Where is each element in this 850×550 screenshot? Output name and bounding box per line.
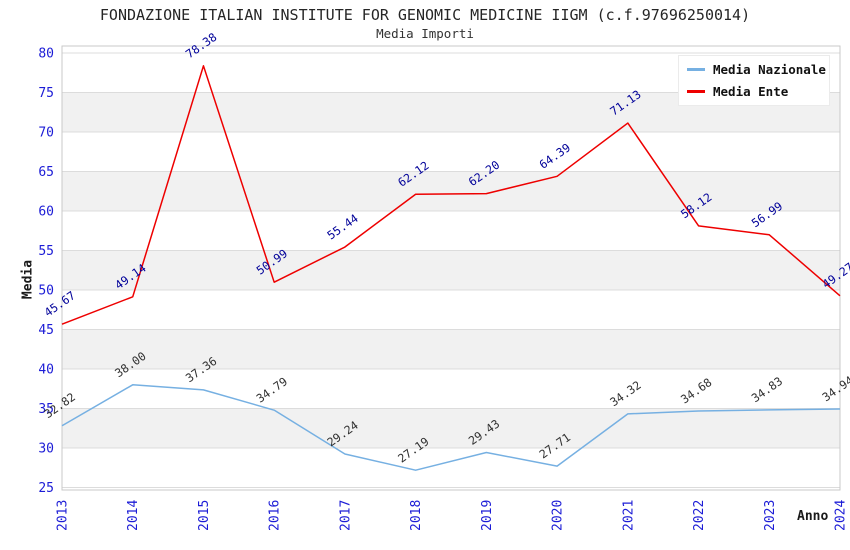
x-axis-label: Anno: [797, 509, 829, 524]
series-line-media-ente: [61, 65, 841, 325]
legend-item-media-nazionale: Media Nazionale: [687, 61, 826, 78]
series-line-media-nazionale: [61, 384, 841, 471]
y-axis-label: Media: [20, 259, 36, 300]
point-label: 34.83: [749, 374, 785, 405]
y-tick-label: 55: [38, 244, 54, 259]
legend: Media Nazionale Media Ente: [678, 55, 830, 106]
x-tick-label: 2015: [197, 500, 212, 531]
chart-subtitle: Media Importi: [376, 26, 474, 41]
x-tick-label: 2017: [338, 500, 353, 531]
x-tick-label: 2024: [834, 500, 849, 531]
y-tick-label: 35: [38, 402, 54, 417]
x-tick-label: 2023: [763, 500, 778, 531]
y-tick-label: 60: [38, 205, 54, 220]
x-tick-label: 2020: [551, 500, 566, 531]
y-tick-label: 45: [38, 323, 54, 338]
x-tick-label: 2016: [268, 500, 283, 531]
point-label: 34.68: [678, 375, 714, 406]
legend-item-media-ente: Media Ente: [687, 83, 821, 100]
legend-label-media-ente: Media Ente: [713, 84, 789, 99]
point-label: 34.79: [254, 374, 290, 405]
y-tick-label: 65: [38, 165, 54, 180]
y-tick-label: 80: [38, 47, 54, 62]
plot-band: [62, 408, 840, 448]
x-tick-label: 2018: [409, 500, 424, 531]
plot-border: [61, 45, 841, 491]
y-tick-label: 70: [38, 126, 54, 141]
x-tick-label: 2014: [126, 500, 141, 531]
y-tick-label: 40: [38, 363, 54, 378]
y-tick-label: 30: [38, 442, 54, 457]
y-tick-label: 25: [38, 481, 54, 496]
y-tick-label: 75: [38, 86, 54, 101]
x-tick-label: 2013: [56, 500, 71, 531]
point-label: 34.32: [607, 378, 643, 409]
x-tick-label: 2022: [692, 500, 707, 531]
plot-band: [62, 329, 840, 369]
point-label: 64.39: [537, 140, 573, 171]
chart-title: FONDAZIONE ITALIAN INSTITUTE FOR GENOMIC…: [99, 6, 751, 24]
x-tick-label: 2021: [621, 500, 636, 531]
legend-line-swatch-blue: [687, 68, 705, 71]
point-label: 34.94: [820, 373, 850, 404]
plot-band: [62, 250, 840, 290]
x-tick-label: 2019: [480, 500, 495, 531]
legend-line-swatch-red: [687, 90, 705, 93]
legend-label-media-nazionale: Media Nazionale: [713, 62, 826, 77]
point-label: 55.44: [324, 211, 360, 242]
plot-band: [62, 171, 840, 211]
y-tick-label: 50: [38, 284, 54, 299]
